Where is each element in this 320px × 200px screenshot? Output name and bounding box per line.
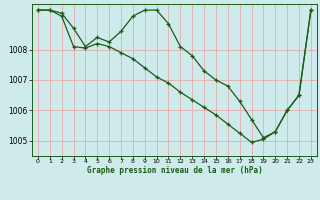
X-axis label: Graphe pression niveau de la mer (hPa): Graphe pression niveau de la mer (hPa) bbox=[86, 166, 262, 175]
